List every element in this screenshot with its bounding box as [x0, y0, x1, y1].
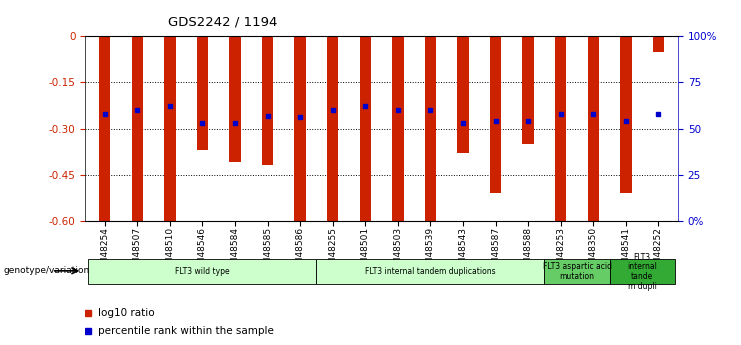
Bar	[132, 36, 143, 221]
Text: FLT3
internal
tande
m dupli: FLT3 internal tande m dupli	[627, 253, 657, 291]
Bar	[620, 36, 631, 193]
Bar	[294, 36, 306, 221]
Bar	[359, 36, 371, 221]
Text: genotype/variation: genotype/variation	[4, 266, 90, 275]
Bar	[425, 36, 436, 221]
Bar	[588, 36, 599, 221]
Text: FLT3 internal tandem duplications: FLT3 internal tandem duplications	[365, 267, 496, 276]
Text: log10 ratio: log10 ratio	[99, 308, 155, 318]
Bar	[522, 36, 534, 144]
Bar	[262, 36, 273, 166]
Bar	[457, 36, 469, 153]
Bar	[197, 36, 208, 150]
Bar	[653, 36, 664, 52]
Bar	[99, 36, 110, 221]
FancyBboxPatch shape	[545, 259, 610, 284]
Bar	[230, 36, 241, 162]
Text: percentile rank within the sample: percentile rank within the sample	[99, 326, 274, 335]
Bar	[165, 36, 176, 221]
Bar	[555, 36, 566, 221]
Bar	[327, 36, 339, 221]
Text: GDS2242 / 1194: GDS2242 / 1194	[167, 16, 277, 29]
Text: FLT3 aspartic acid
mutation: FLT3 aspartic acid mutation	[542, 262, 611, 281]
Bar	[490, 36, 502, 193]
Text: FLT3 wild type: FLT3 wild type	[175, 267, 230, 276]
FancyBboxPatch shape	[610, 259, 675, 284]
FancyBboxPatch shape	[88, 259, 316, 284]
FancyBboxPatch shape	[316, 259, 545, 284]
Bar	[392, 36, 404, 221]
